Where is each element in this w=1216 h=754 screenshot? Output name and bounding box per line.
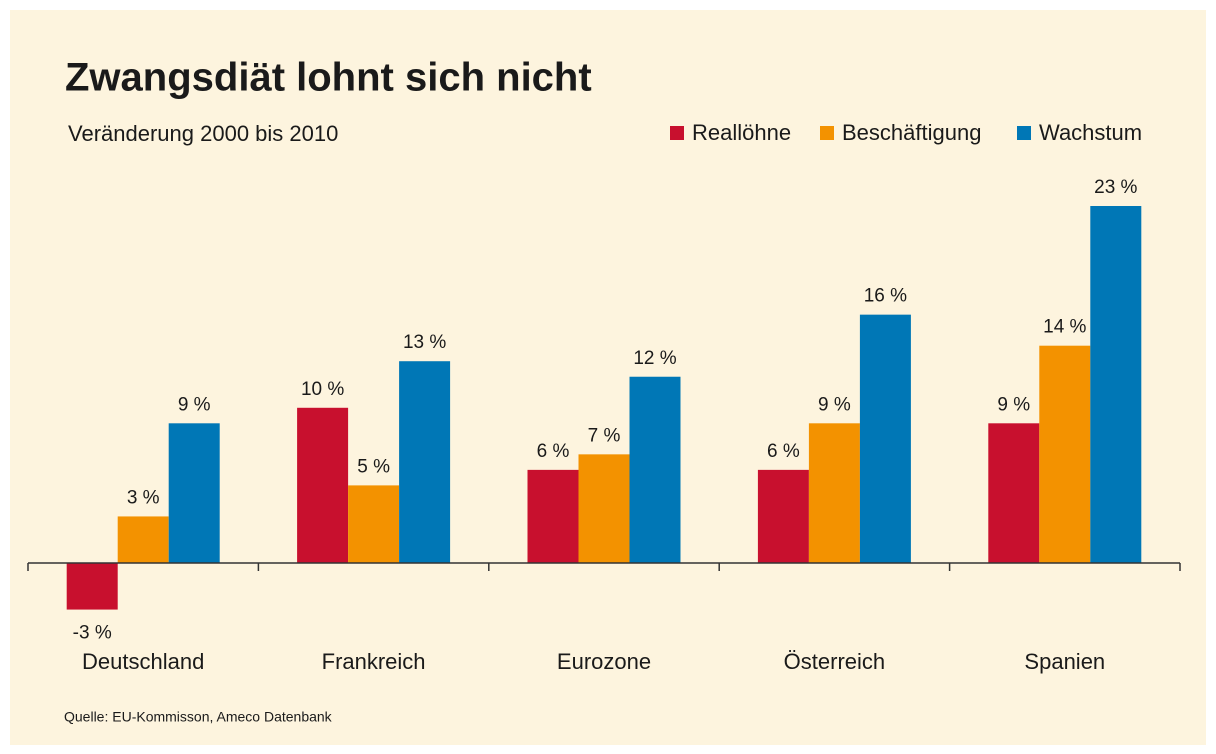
bar <box>168 423 220 563</box>
legend-label: Wachstum <box>1039 120 1142 145</box>
bar <box>117 516 169 563</box>
legend-label: Reallöhne <box>692 120 791 145</box>
value-label: 12 % <box>633 348 676 369</box>
value-label: 23 % <box>1094 177 1137 198</box>
legend-label: Beschäftigung <box>842 120 981 145</box>
bar <box>399 361 451 563</box>
bar <box>859 314 911 563</box>
value-label: 14 % <box>1043 317 1086 338</box>
value-label: 9 % <box>178 394 211 415</box>
bar <box>808 423 860 563</box>
x-tick-label: Deutschland <box>82 649 204 674</box>
chart-subtitle: Veränderung 2000 bis 2010 <box>68 121 338 146</box>
value-label: 3 % <box>127 487 160 508</box>
x-tick-label: Eurozone <box>557 649 651 674</box>
value-label: -3 % <box>73 623 112 644</box>
bar <box>988 423 1040 563</box>
source: Quelle: EU-Kommisson, Ameco Datenbank <box>64 709 333 725</box>
legend-swatch <box>1017 126 1031 140</box>
bar <box>1039 345 1091 563</box>
value-label: 16 % <box>864 286 907 307</box>
bar <box>297 407 349 563</box>
chart-title: Zwangsdiät lohnt sich nicht <box>65 56 592 100</box>
value-label: 5 % <box>357 456 390 477</box>
value-label: 6 % <box>767 441 800 462</box>
x-tick-label: Spanien <box>1024 649 1105 674</box>
value-label: 13 % <box>403 332 446 353</box>
bar <box>66 563 118 610</box>
background <box>10 10 1206 745</box>
bar <box>527 469 579 563</box>
legend-swatch <box>820 126 834 140</box>
value-label: 9 % <box>818 394 851 415</box>
bar <box>757 469 809 563</box>
bar <box>1090 206 1142 563</box>
bar <box>629 376 681 563</box>
value-label: 10 % <box>301 379 344 400</box>
value-label: 9 % <box>997 394 1030 415</box>
x-tick-label: Frankreich <box>322 649 426 674</box>
bar <box>578 454 630 563</box>
bar <box>348 485 400 563</box>
x-tick-label: Österreich <box>784 649 885 674</box>
legend-swatch <box>670 126 684 140</box>
value-label: 6 % <box>537 441 570 462</box>
value-label: 7 % <box>588 425 621 446</box>
